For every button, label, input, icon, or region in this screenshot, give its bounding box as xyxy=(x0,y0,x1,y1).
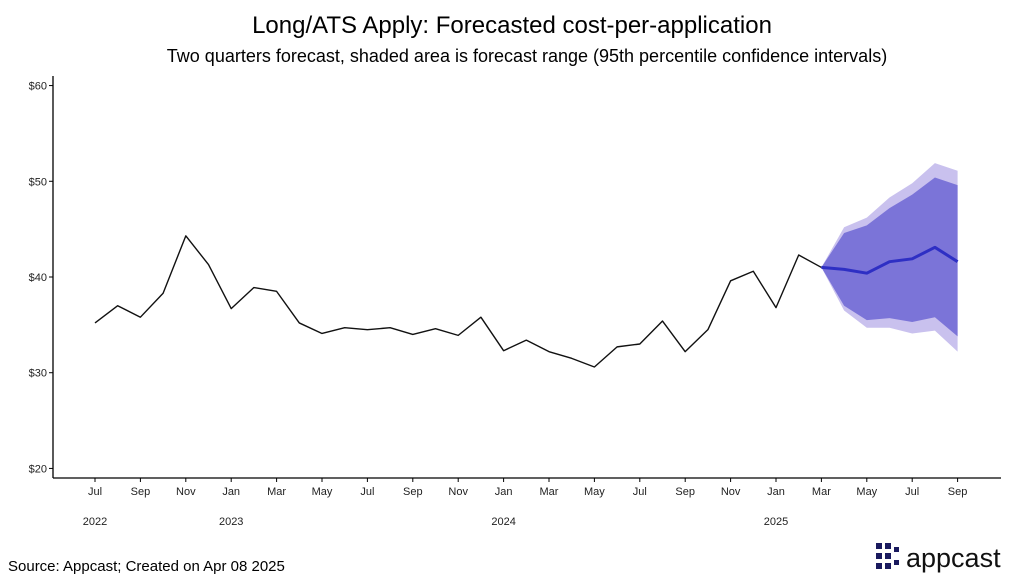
forecast-line xyxy=(821,245,959,275)
chart-title: Long/ATS Apply: Forecasted cost-per-appl… xyxy=(252,12,772,39)
y-tick-label: $20 xyxy=(29,463,47,475)
appcast-logo: appcast xyxy=(876,540,1001,576)
appcast-logo-mark xyxy=(876,543,899,569)
x-tick-label: May xyxy=(584,486,605,498)
x-tick-label: Jan xyxy=(495,486,513,498)
year-label: 2024 xyxy=(491,516,515,528)
x-tick-label: Jul xyxy=(360,486,374,498)
x-tick-label: Jan xyxy=(222,486,240,498)
x-tick-label: Jul xyxy=(633,486,647,498)
x-tick-label: Mar xyxy=(812,486,831,498)
x-tick-label: May xyxy=(856,486,877,498)
year-label: 2022 xyxy=(83,516,107,528)
y-tick-label: $50 xyxy=(29,176,47,188)
x-tick-label: Sep xyxy=(403,486,423,498)
x-tick-label: Jul xyxy=(88,486,102,498)
y-tick-label: $30 xyxy=(29,368,47,380)
x-tick-label: Jan xyxy=(767,486,785,498)
appcast-logo-text: appcast xyxy=(906,542,1001,573)
year-label: 2025 xyxy=(764,516,788,528)
x-tick-label: Jul xyxy=(905,486,919,498)
year-label: 2023 xyxy=(219,516,243,528)
x-tick-label: Mar xyxy=(540,486,559,498)
y-tick-label: $40 xyxy=(29,272,47,284)
x-tick-label: Mar xyxy=(267,486,286,498)
forecast-band-inner xyxy=(821,177,958,337)
x-tick-label: Nov xyxy=(448,486,468,498)
x-tick-label: May xyxy=(312,486,333,498)
source-note: Source: Appcast; Created on Apr 08 2025 xyxy=(8,558,285,575)
x-tick-label: Sep xyxy=(948,486,968,498)
chart-subtitle: Two quarters forecast, shaded area is fo… xyxy=(166,46,888,66)
y-tick-label: $60 xyxy=(29,81,47,93)
history-line xyxy=(94,235,822,368)
x-tick-label: Sep xyxy=(675,486,695,498)
x-tick-label: Sep xyxy=(131,486,151,498)
x-tick-label: Nov xyxy=(721,486,741,498)
x-tick-label: Nov xyxy=(176,486,196,498)
